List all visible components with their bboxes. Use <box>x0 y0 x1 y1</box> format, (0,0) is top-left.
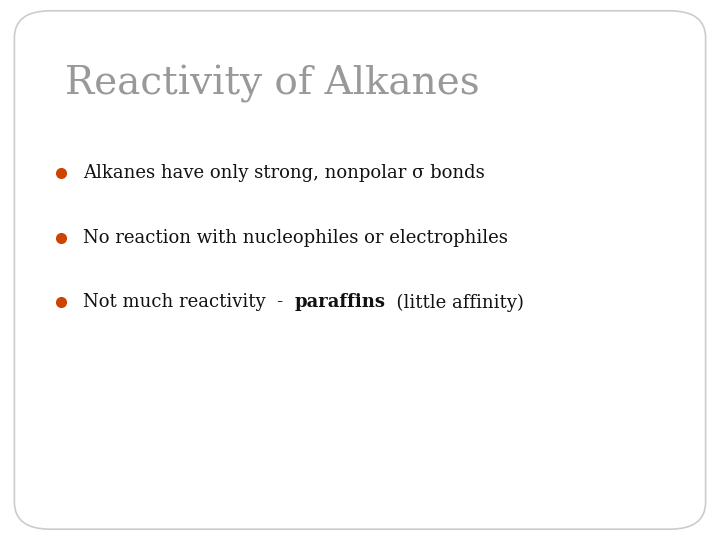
Text: (little affinity): (little affinity) <box>385 293 524 312</box>
Text: Not much reactivity  -: Not much reactivity - <box>83 293 294 312</box>
Text: paraffins: paraffins <box>294 293 385 312</box>
Text: Reactivity of Alkanes: Reactivity of Alkanes <box>65 65 480 103</box>
Text: No reaction with nucleophiles or electrophiles: No reaction with nucleophiles or electro… <box>83 228 508 247</box>
FancyBboxPatch shape <box>14 11 706 529</box>
Text: Alkanes have only strong, nonpolar σ bonds: Alkanes have only strong, nonpolar σ bon… <box>83 164 485 182</box>
